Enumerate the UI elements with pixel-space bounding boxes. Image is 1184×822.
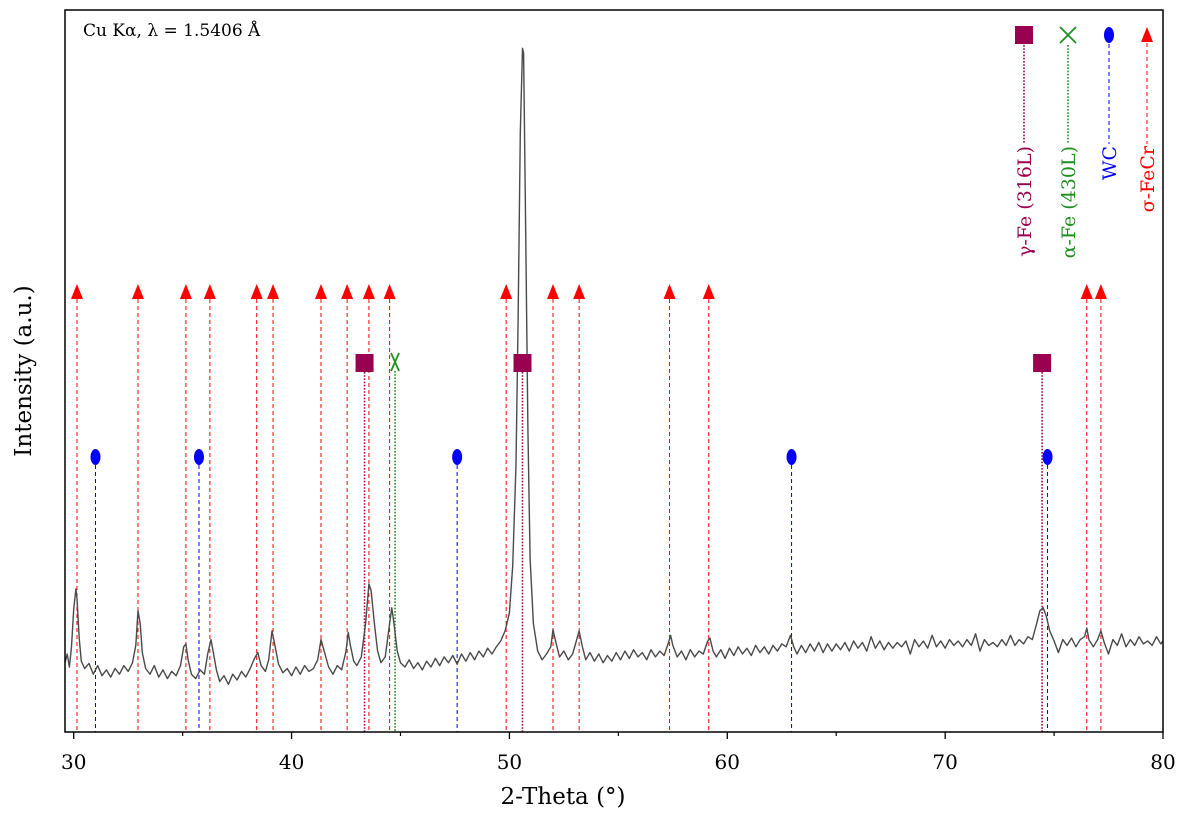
sigma-fecr-reference-marker [179,284,192,299]
sigma-fecr-reference-marker [547,284,559,299]
plot-frame [64,9,1164,733]
sigma-fecr-reference-marker [203,284,216,299]
gamma-fe-316l-legend-label: γ-Fe (316L) [1014,146,1036,257]
x-tick-label: 40 [279,750,304,774]
xrd-pattern-line [65,47,1163,685]
wc-reference-marker [193,449,204,465]
sigma-fecr-reference-marker [663,284,676,299]
x-tick-label: 80 [1150,750,1175,774]
sigma-fecr-reference-marker [70,284,83,299]
sigma-fecr-reference-marker [1094,284,1107,299]
x-tick-label: 50 [497,750,522,774]
x-tick-label: 70 [932,750,957,774]
sigma-fecr-reference-marker [250,284,263,299]
x-tick-label: 30 [61,750,86,774]
x-tick-label: 60 [715,750,740,774]
sigma-fecr-reference-marker [383,284,396,299]
y-axis-label: Intensity (a.u.) [11,285,37,456]
annotation-text: Cu Kα, λ = 1.5406 Å [83,20,261,41]
pattern-layer [65,47,1163,685]
alpha-fe-430l-legend-label: α-Fe (430L) [1058,146,1080,258]
plot-background [65,10,1163,732]
wc-reference-marker [1042,449,1053,465]
sigma-fecr-reference-marker [341,284,354,299]
gamma-fe-316l-reference-marker [1033,354,1052,372]
legend: γ-Fe (316L) α-Fe (430L) WC σ-FeCr [1014,26,1159,258]
sigma-fecr-reference-marker [267,284,280,299]
sigma-fecr-reference-marker [500,284,513,299]
reference-lines [76,299,1102,732]
sigma-fecr-reference-marker [314,284,327,299]
wc-legend-marker [1104,27,1114,43]
gamma-fe-316l-legend-marker [1015,26,1033,44]
reference-markers [70,284,1107,465]
wc-reference-marker [452,449,463,465]
alpha-fe-430l-reference-marker [390,352,400,372]
sigma-fecr-reference-marker [362,284,375,299]
sigma-fecr-reference-marker [702,284,715,299]
gamma-fe-316l-reference-marker [355,354,374,372]
sigma-fecr-reference-marker [573,284,586,299]
x-axis-label: 2-Theta (°) [500,784,625,810]
sigma-fecr-reference-marker [1080,284,1093,299]
x-axis: 30 40 50 60 70 80 [61,732,1176,774]
gamma-fe-316l-reference-marker [513,354,532,372]
wc-legend-label: WC [1099,146,1121,180]
sigma-fecr-reference-marker [131,284,144,299]
sigma-fecr-legend-label: σ-FeCr [1137,145,1159,212]
alpha-fe-430l-legend-marker [1059,26,1077,44]
wc-reference-marker [90,449,101,465]
sigma-fecr-legend-marker [1141,27,1153,42]
wc-reference-marker [786,449,797,465]
